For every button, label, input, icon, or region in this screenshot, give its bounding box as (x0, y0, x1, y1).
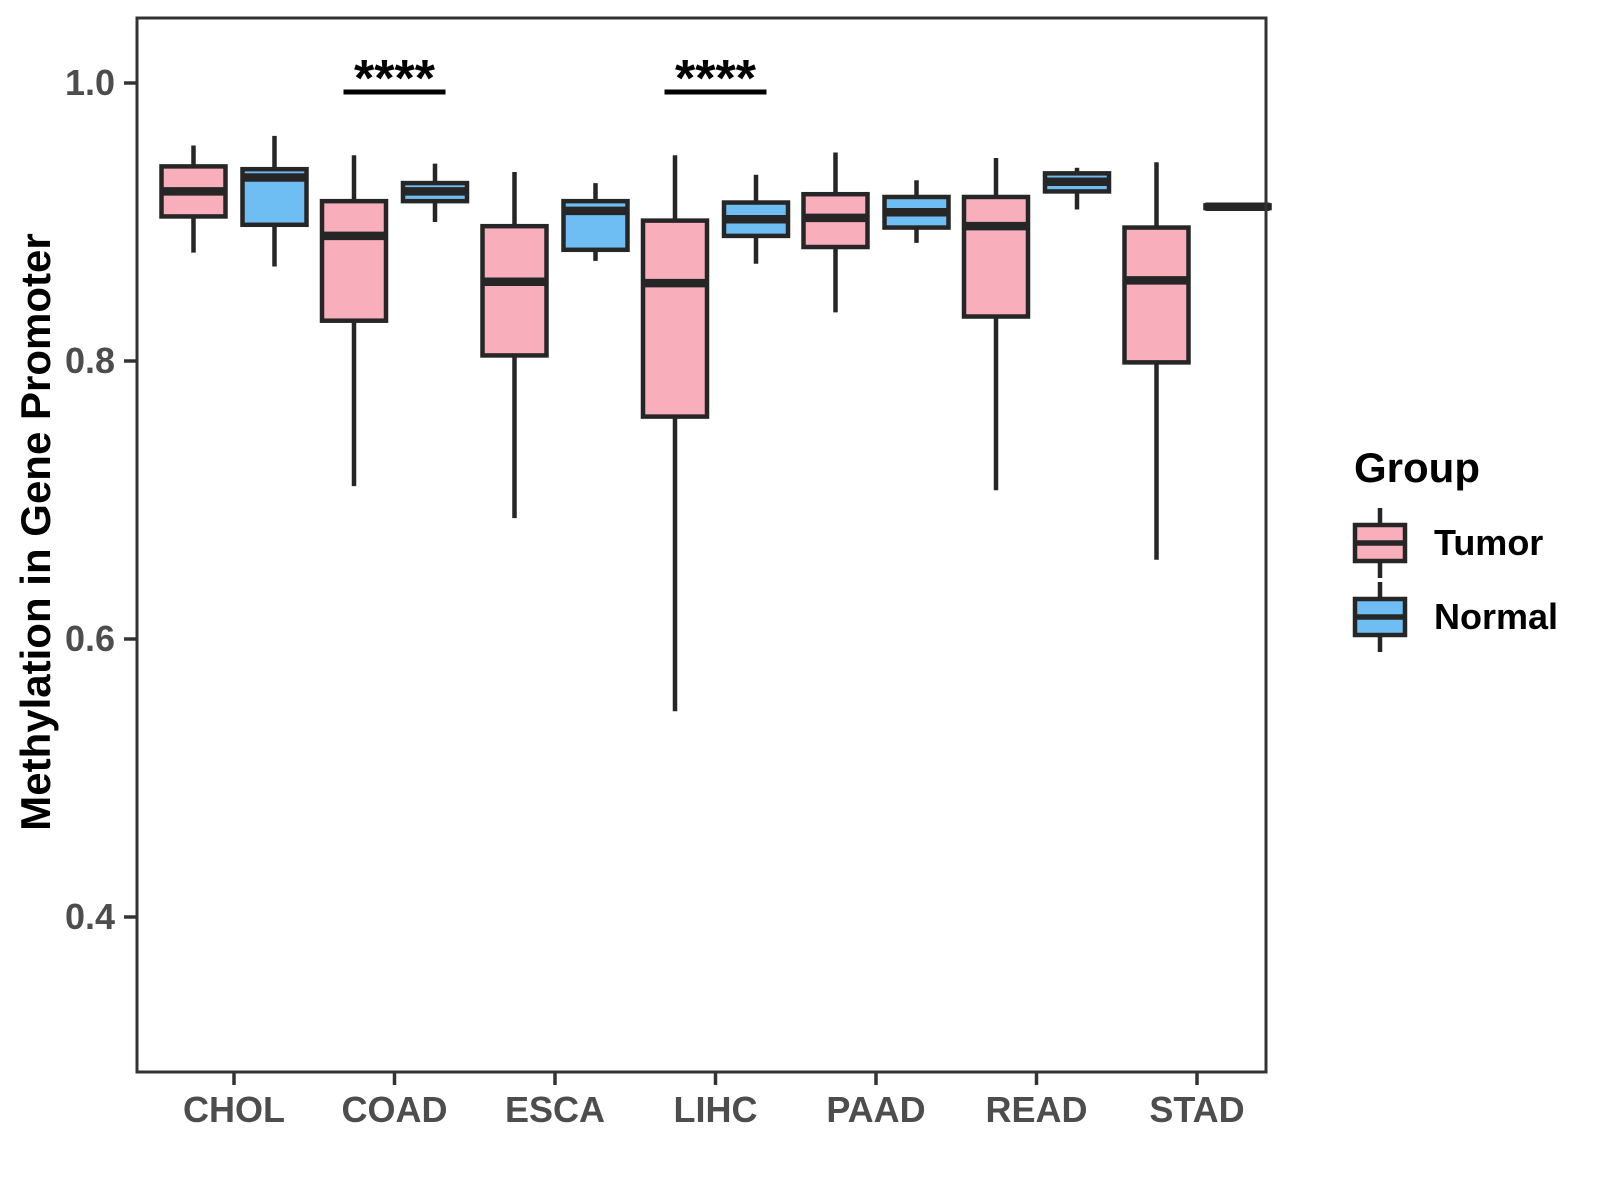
tumor-boxplot-key-icon (1352, 508, 1408, 578)
box-tumor-ESCA (480, 223, 549, 358)
sig-stars-LIHC: **** (675, 50, 757, 108)
box-tumor-STAD (1122, 225, 1191, 365)
x-axis-label-ESCA: ESCA (505, 1089, 605, 1130)
legend-title: Group (1354, 444, 1480, 491)
box-tumor-LIHC (640, 218, 710, 419)
y-tick-label-0.6: 0.6 (65, 618, 115, 659)
sig-stars-COAD: **** (354, 50, 436, 108)
x-axis-label-CHOL: CHOL (183, 1089, 285, 1130)
legend: Group Tumor Normal (1352, 444, 1558, 654)
normal-boxplot-key-icon (1352, 582, 1408, 652)
y-tick-label-1.0: 1.0 (65, 62, 115, 103)
legend-label-normal: Normal (1434, 596, 1559, 637)
legend-label-tumor: Tumor (1434, 522, 1544, 563)
box-tumor-COAD (319, 198, 389, 323)
box-tumor-READ (961, 194, 1031, 319)
x-axis-label-READ: READ (985, 1089, 1087, 1130)
y-tick-label-0.8: 0.8 (65, 340, 115, 381)
x-axis-label-PAAD: PAAD (826, 1089, 925, 1130)
y-axis-title: Methylation in Gene Promoter (12, 233, 59, 831)
y-tick-label-0.4: 0.4 (65, 896, 115, 937)
x-axis-label-STAD: STAD (1149, 1089, 1244, 1130)
x-axis-label-LIHC: LIHC (674, 1089, 758, 1130)
panel-border (135, 16, 1268, 1074)
legend-entry-normal: Normal (1352, 580, 1558, 654)
x-axis-label-COAD: COAD (342, 1089, 448, 1130)
legend-entry-tumor: Tumor (1352, 506, 1558, 580)
